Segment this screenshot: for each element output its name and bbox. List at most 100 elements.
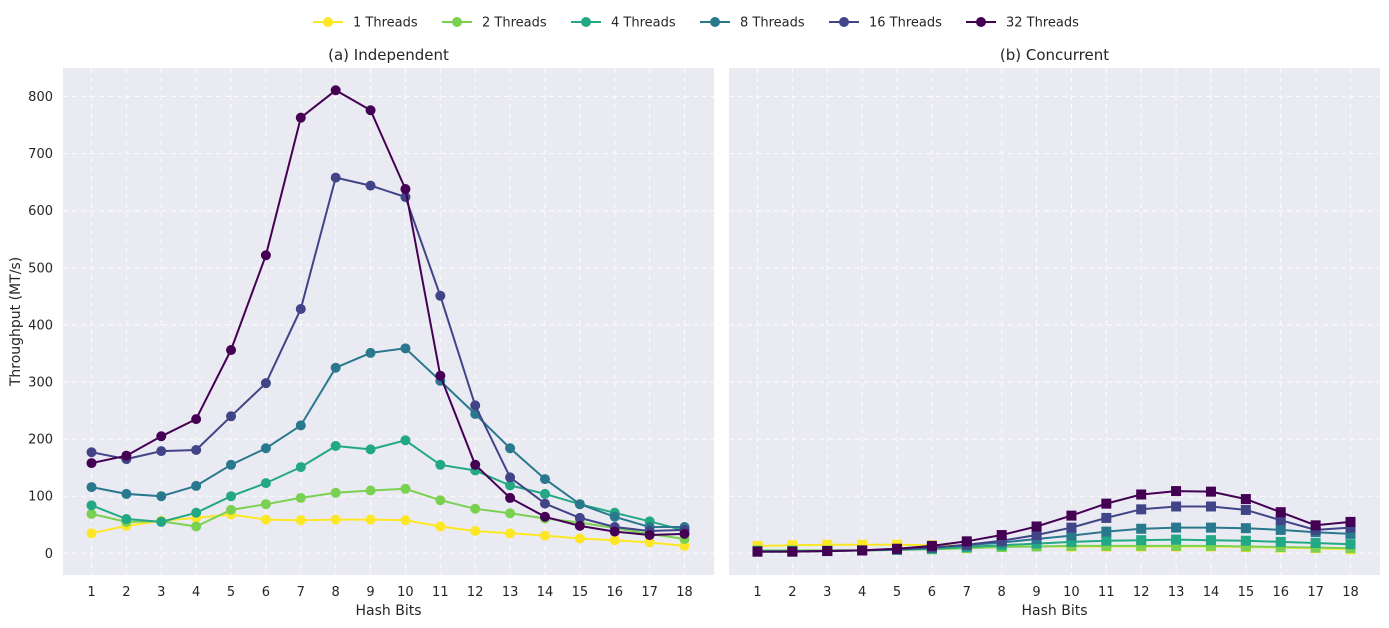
data-point (1171, 534, 1182, 545)
data-point (470, 400, 481, 411)
data-point (609, 535, 620, 546)
data-point (996, 535, 1007, 546)
y-tick-label: 0 (45, 547, 53, 562)
data-point (505, 472, 516, 483)
data-point (1136, 540, 1147, 551)
x-tick-label: 3 (823, 585, 831, 600)
data-point (539, 488, 550, 499)
y-axis-label: Throughput (MT/s) (8, 257, 24, 387)
x-axis-label: Hash Bits (355, 603, 421, 619)
data-point (295, 303, 306, 314)
data-point (1345, 516, 1356, 527)
data-point (226, 504, 237, 515)
data-point (505, 480, 516, 491)
legend-label: 16 Threads (869, 16, 942, 31)
data-point (330, 85, 341, 96)
legend-marker (976, 17, 986, 27)
data-point (295, 462, 306, 473)
data-point (1240, 523, 1251, 534)
data-point (1310, 538, 1321, 549)
data-point (1205, 522, 1216, 533)
data-point (295, 420, 306, 431)
data-point (1275, 542, 1286, 553)
data-point (365, 105, 376, 116)
data-point (365, 180, 376, 191)
data-point (156, 446, 167, 457)
data-point (365, 514, 376, 525)
data-point (787, 546, 798, 557)
data-point (1031, 530, 1042, 541)
data-point (1171, 522, 1182, 533)
plot-background (729, 68, 1380, 575)
data-point (86, 482, 97, 493)
x-tick-label: 6 (928, 585, 936, 600)
data-point (191, 414, 202, 425)
data-point (679, 540, 690, 551)
x-tick-label: 13 (502, 585, 519, 600)
data-point (644, 530, 655, 541)
data-point (505, 508, 516, 519)
data-point (400, 483, 411, 494)
data-point (857, 539, 868, 550)
panel-title: (b) Concurrent (1000, 46, 1109, 64)
y-tick-label: 800 (28, 90, 53, 105)
data-point (574, 533, 585, 544)
x-tick-label: 8 (332, 585, 340, 600)
data-point (539, 530, 550, 541)
data-point (1275, 507, 1286, 518)
y-tick-label: 700 (28, 147, 53, 162)
x-tick-label: 18 (1342, 585, 1359, 600)
data-point (400, 435, 411, 446)
series-line (91, 347, 685, 528)
x-tick-label: 17 (1307, 585, 1324, 600)
x-tick-label: 12 (467, 585, 484, 600)
legend-label: 32 Threads (1006, 16, 1079, 31)
data-point (787, 540, 798, 551)
data-point (260, 443, 271, 454)
data-point (191, 480, 202, 491)
legend-label: 1 Threads (353, 16, 418, 31)
data-point (1066, 522, 1077, 533)
data-point (400, 515, 411, 526)
x-tick-label: 6 (262, 585, 270, 600)
data-point (926, 540, 937, 551)
data-point (86, 508, 97, 519)
x-axis-label: Hash Bits (1021, 603, 1087, 619)
data-point (505, 528, 516, 539)
x-tick-label: 17 (641, 585, 658, 600)
data-point (330, 172, 341, 183)
y-tick-label: 500 (28, 261, 53, 276)
data-point (1240, 541, 1251, 552)
data-point (1345, 522, 1356, 533)
x-tick-label: 10 (397, 585, 414, 600)
data-point (1275, 536, 1286, 547)
data-point (260, 478, 271, 489)
x-tick-label: 10 (1063, 585, 1080, 600)
data-point (1101, 526, 1112, 537)
data-point (435, 370, 446, 381)
data-point (226, 491, 237, 502)
data-point (1066, 536, 1077, 547)
x-tick-label: 5 (227, 585, 235, 600)
series-line (91, 487, 685, 540)
x-tick-label: 16 (606, 585, 623, 600)
data-point (539, 474, 550, 485)
x-tick-label: 4 (192, 585, 200, 600)
panel-title: (a) Independent (328, 46, 449, 64)
data-point (295, 515, 306, 526)
data-point (470, 503, 481, 514)
data-point (435, 521, 446, 532)
data-point (1205, 501, 1216, 512)
data-point (1171, 501, 1182, 512)
data-point (1205, 540, 1216, 551)
data-point (470, 459, 481, 470)
data-point (1136, 523, 1147, 534)
legend-marker (323, 17, 333, 27)
x-tick-label: 13 (1168, 585, 1185, 600)
x-tick-label: 15 (1238, 585, 1255, 600)
data-point (892, 543, 903, 554)
data-point (679, 528, 690, 539)
series-line (91, 89, 685, 536)
data-point (156, 516, 167, 527)
